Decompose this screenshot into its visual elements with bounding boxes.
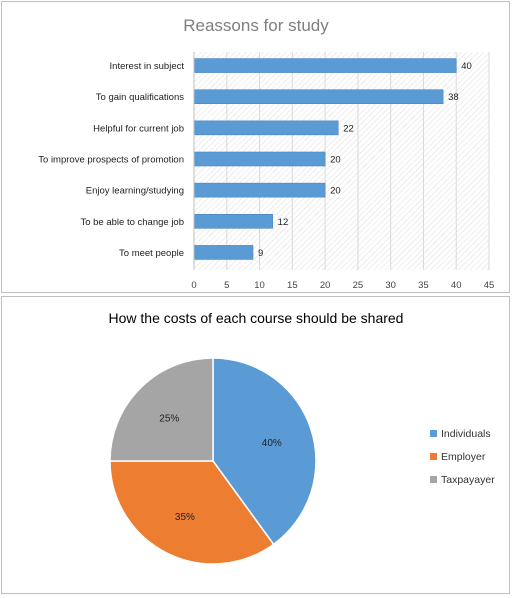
bar-chart-title: Reassons for study <box>183 16 329 35</box>
bar-value-label: 9 <box>258 248 263 259</box>
bar-value-label: 20 <box>330 186 341 197</box>
category-label: To be able to change job <box>80 217 184 228</box>
bar <box>193 120 339 136</box>
x-tick-label: 40 <box>451 280 462 291</box>
category-label: Enjoy learning/studying <box>86 186 184 197</box>
bar <box>193 213 273 229</box>
x-tick-label: 5 <box>224 280 229 291</box>
bar-chart: Reassons for study 0 5 10 15 20 25 30 35 40 45 Int… <box>38 16 495 291</box>
x-tick-label: 25 <box>353 280 364 291</box>
pie-slice-employer <box>109 460 275 565</box>
bar-value-label: 40 <box>461 61 472 72</box>
bar-chart-panel: Reassons for study 0 5 10 15 20 25 30 35 40 45 Int… <box>1 1 510 293</box>
x-tick-label: 0 <box>191 280 196 291</box>
legend-entry: Individuals <box>441 428 491 440</box>
bar <box>193 182 326 198</box>
legend-entry: Taxpayayer <box>441 474 495 486</box>
x-tick-label: 15 <box>287 280 298 291</box>
pie-slice-individuals <box>212 357 317 546</box>
x-tick-label: 20 <box>320 280 331 291</box>
category-label: Interest in subject <box>110 61 185 72</box>
pie-slice-label: 35% <box>175 512 195 523</box>
bar <box>193 89 444 105</box>
pie-chart-panel: How the costs of each course should be s… <box>1 296 510 594</box>
pie-slice-taxpayayer <box>109 357 214 462</box>
pie-chart: How the costs of each course should be s… <box>109 310 495 565</box>
x-tick-label: 35 <box>418 280 429 291</box>
category-label: To meet people <box>119 248 184 259</box>
bar-value-label: 12 <box>278 217 289 228</box>
legend-swatch <box>430 430 437 437</box>
x-tick-label: 10 <box>254 280 265 291</box>
legend-entry: Employer <box>441 451 486 463</box>
bar <box>193 151 326 167</box>
legend-swatch <box>430 476 437 483</box>
category-label: To gain qualifications <box>96 92 184 103</box>
bar <box>193 58 457 73</box>
category-label: To improve prospects of promotion <box>38 155 184 166</box>
x-tick-label: 45 <box>484 280 495 291</box>
bar-value-label: 38 <box>448 92 459 103</box>
category-label: Helpful for current job <box>93 123 184 134</box>
x-tick-label: 30 <box>385 280 396 291</box>
bar <box>193 245 254 260</box>
pie-slice-label: 40% <box>262 438 282 449</box>
bar-value-label: 20 <box>330 155 341 166</box>
pie-legend: Individuals Employer Taxpayayer <box>430 428 495 486</box>
legend-swatch <box>430 453 437 460</box>
bar-value-label: 22 <box>343 123 354 134</box>
pie-slice-label: 25% <box>159 413 179 424</box>
pie-chart-title: How the costs of each course should be s… <box>109 310 404 326</box>
